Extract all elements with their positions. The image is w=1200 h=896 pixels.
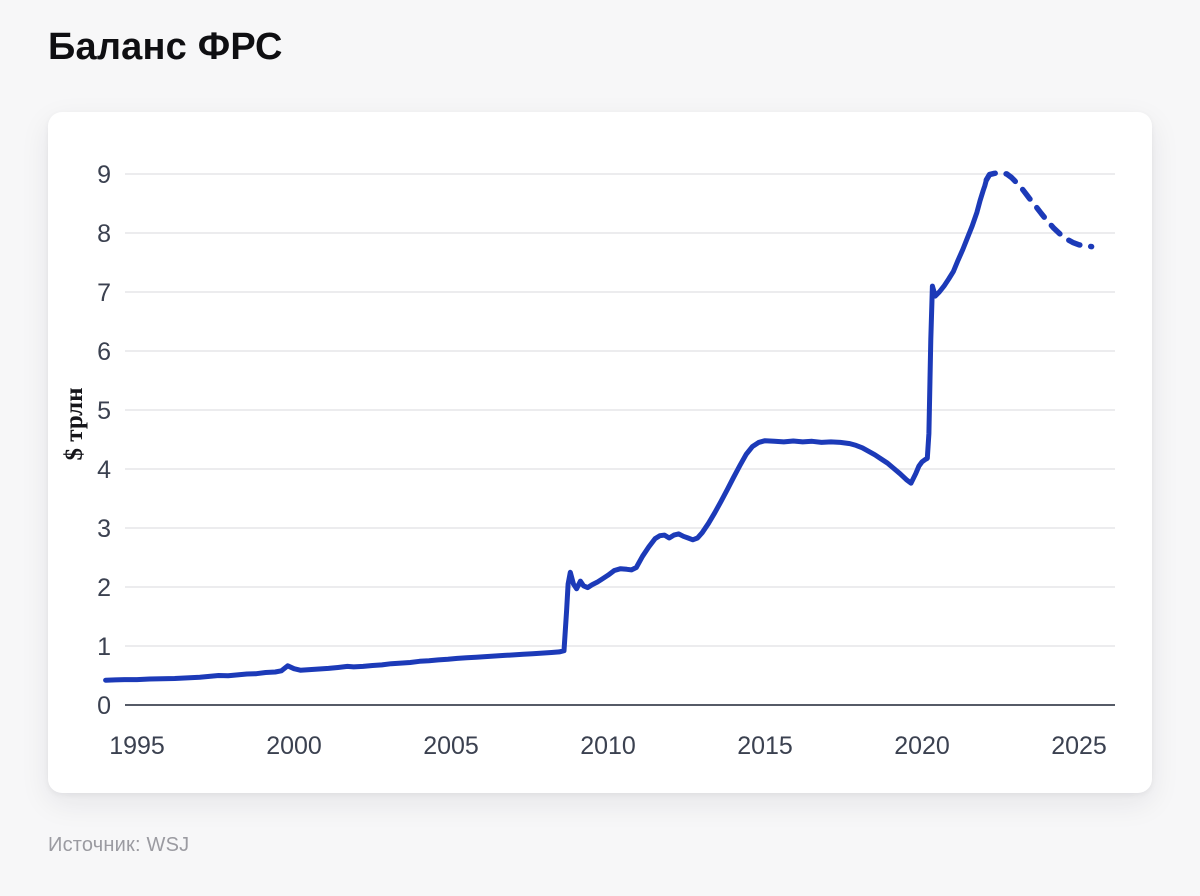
series-line-balance-actual <box>103 177 989 683</box>
y-tick-label: 8 <box>97 220 111 248</box>
x-tick-label: 2015 <box>737 732 793 760</box>
chart-card: 0 1 2 3 4 5 6 7 8 9 1995 2000 2005 2010 2015 2020 2025 $ … <box>48 112 1152 793</box>
y-tick-label: 6 <box>97 338 111 366</box>
y-tick-label: 0 <box>97 692 111 720</box>
x-tick-label: 2020 <box>894 732 950 760</box>
x-tick-label: 1995 <box>109 732 165 760</box>
series-line-balance-projection <box>983 170 1095 250</box>
x-tick-label: 2005 <box>423 732 479 760</box>
y-tick-label: 1 <box>97 633 111 661</box>
y-axis-title: $ трлн <box>61 387 88 460</box>
source-note: Источник: WSJ <box>48 834 189 857</box>
fed-balance-chart: 0 1 2 3 4 5 6 7 8 9 1995 2000 2005 2010 2015 2020 2025 $ … <box>61 161 1115 760</box>
source-label: Источник: WSJ <box>48 834 190 856</box>
x-tick-label: 2025 <box>1051 732 1107 760</box>
y-tick-label: 2 <box>97 574 111 602</box>
y-tick-label: 7 <box>97 279 111 307</box>
y-tick-label: 9 <box>97 161 111 189</box>
x-tick-label: 2010 <box>580 732 636 760</box>
page-title: Баланс ФРС <box>48 26 283 68</box>
y-tick-label: 5 <box>97 397 111 425</box>
y-tick-label: 3 <box>97 515 111 543</box>
y-tick-label: 4 <box>97 456 111 484</box>
x-tick-label: 2000 <box>266 732 322 760</box>
